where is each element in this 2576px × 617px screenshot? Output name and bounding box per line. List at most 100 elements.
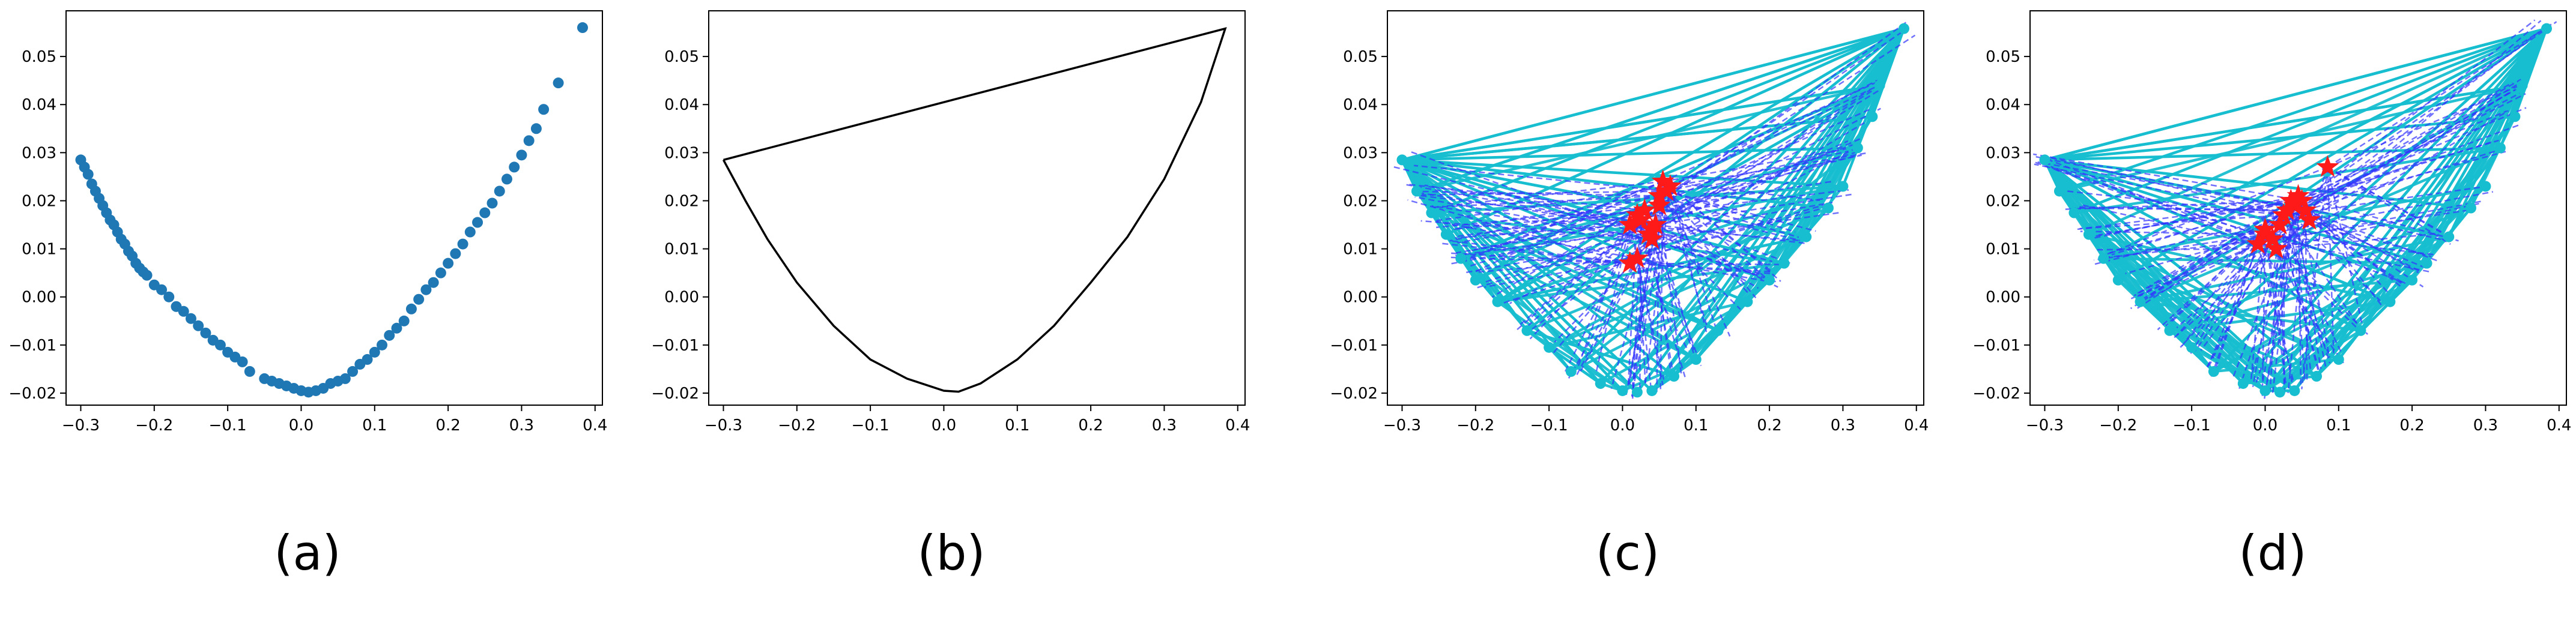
hull-point xyxy=(2289,385,2300,396)
x-tick-label: 0.2 xyxy=(1078,417,1103,435)
scatter-point xyxy=(347,366,359,377)
y-tick-label: 0.00 xyxy=(664,289,699,307)
scatter-point xyxy=(443,257,454,269)
scatter-point xyxy=(369,346,380,358)
hull-chord-line xyxy=(2043,158,2267,392)
hull-chord-line xyxy=(1526,329,1623,392)
centroid-star xyxy=(2268,212,2291,235)
centroid-dashed-line xyxy=(1629,262,1772,273)
centroid-dashed-line xyxy=(1644,209,1790,264)
y-tick-label: 0.05 xyxy=(1986,48,2020,66)
x-tick-label: −0.2 xyxy=(2099,417,2137,435)
panel-d: −0.3 −0.2 −0.1 0.0 0.1 0.2 0.3 0.4 −0.02 −0.01 0.0… xyxy=(1972,10,2571,435)
hull-point xyxy=(2098,253,2109,264)
centroid-dashed-line xyxy=(1409,190,1659,197)
centroid-dashed-line xyxy=(1666,150,1849,192)
centroid-star xyxy=(1633,198,1656,220)
hull-point xyxy=(2421,257,2432,269)
hull-chord-line xyxy=(2293,28,2548,392)
centroid-dashed-line xyxy=(2077,200,2302,230)
centroid-dashed-line xyxy=(1414,164,1667,192)
y-tick-label: 0.02 xyxy=(22,192,56,210)
centroid-dashed-line xyxy=(1651,239,1698,363)
centroid-dashed-line xyxy=(2214,244,2259,369)
centroid-dashed-line xyxy=(1449,195,1659,242)
centroid-dashed-line xyxy=(2208,214,2285,366)
hull-chord-line xyxy=(1401,158,1719,332)
centroid-dashed-line xyxy=(1658,195,1749,293)
centroid-dashed-line xyxy=(1509,224,1656,304)
x-tick-label: 0.0 xyxy=(932,417,956,435)
scatter-point xyxy=(237,356,248,367)
scatter-point xyxy=(435,267,446,278)
centroid-dashed-line xyxy=(2305,209,2437,262)
centroid-dashed-line xyxy=(2271,205,2296,396)
centroid-dashed-line xyxy=(1456,219,1641,254)
centroid-dashed-line xyxy=(1450,252,1630,264)
x-tick-label: 0.3 xyxy=(1152,417,1177,435)
y-tick-label: 0.04 xyxy=(1986,96,2020,114)
y-tick-label: 0.00 xyxy=(1343,289,1378,307)
centroid-dashed-line xyxy=(2093,233,2265,261)
hull-point xyxy=(2443,231,2455,242)
centroid-dashed-line xyxy=(2290,139,2499,202)
centroid-dashed-line xyxy=(2298,195,2459,242)
y-tick-label: −0.02 xyxy=(1330,385,1378,403)
centroid-star xyxy=(2264,236,2288,259)
centroid-dashed-line xyxy=(1644,186,1671,387)
centroid-dashed-line xyxy=(1655,89,1871,226)
centroid-dashed-line xyxy=(2171,209,2288,322)
hull-point xyxy=(1764,274,1775,286)
centroid-dashed-line xyxy=(2276,110,2509,250)
hull-chord-line xyxy=(2169,206,2471,332)
x-tick-label: 0.1 xyxy=(362,417,387,435)
hull-chord-line xyxy=(2315,115,2517,378)
plot-area xyxy=(1390,21,1916,399)
centroid-dashed-line xyxy=(1464,238,1652,274)
scatter-point xyxy=(178,305,189,317)
y-tick-label: 0.00 xyxy=(1986,289,2020,307)
centroid-dashed-line xyxy=(1659,195,1799,238)
scatter-point xyxy=(428,277,439,288)
centroid-dashed-line xyxy=(2099,166,2328,258)
hull-chord-line xyxy=(2044,158,2362,332)
hull-chord-line xyxy=(2425,28,2548,264)
centroid-dashed-line xyxy=(1478,257,1638,273)
hull-point xyxy=(1852,142,1863,154)
centroid-dashed-line xyxy=(2287,151,2506,211)
hull-point xyxy=(1440,229,1452,240)
centroid-dashed-line xyxy=(2305,89,2515,211)
centroid-dashed-line xyxy=(2037,161,2306,211)
centroid-dashed-line xyxy=(1662,148,1847,182)
centroid-dashed-line xyxy=(1576,224,1631,370)
y-tick-label: 0.03 xyxy=(22,144,56,162)
centroid-dashed-line xyxy=(2272,238,2429,272)
hull-chord-line xyxy=(2411,207,2472,281)
scatter-point xyxy=(553,77,564,89)
x-tick-label: 0.3 xyxy=(509,417,534,435)
y-tick-label: 0.03 xyxy=(1343,144,1378,162)
hull-chord-line xyxy=(2389,28,2548,302)
centroid-dashed-line xyxy=(1644,180,1834,211)
centroid-dashed-line xyxy=(1666,190,1796,233)
centroid-dashed-line xyxy=(2130,205,2296,310)
centroid-star xyxy=(1644,212,1667,235)
centroid-dashed-line xyxy=(1431,205,1652,240)
scatter-point xyxy=(141,269,153,281)
hull-chord-line xyxy=(2043,158,2244,385)
x-tick-label: −0.2 xyxy=(778,417,816,435)
hull-point xyxy=(1867,111,1878,122)
centroid-dashed-line xyxy=(2094,209,2306,265)
scatter-point xyxy=(82,169,94,180)
centroid-star xyxy=(1618,212,1641,235)
hull-point xyxy=(1595,378,1606,389)
x-tick-label: −0.1 xyxy=(2173,417,2211,435)
x-tick-label: 0.0 xyxy=(2253,417,2277,435)
centroid-dashed-line xyxy=(1662,181,1708,327)
hull-chord-line xyxy=(1746,28,1905,302)
y-tick-label: 0.01 xyxy=(1343,241,1378,259)
y-tick-label: −0.01 xyxy=(8,337,56,355)
hull-point xyxy=(2186,342,2198,353)
hull-chord-line xyxy=(2043,158,2281,393)
hull-point xyxy=(2509,111,2521,122)
